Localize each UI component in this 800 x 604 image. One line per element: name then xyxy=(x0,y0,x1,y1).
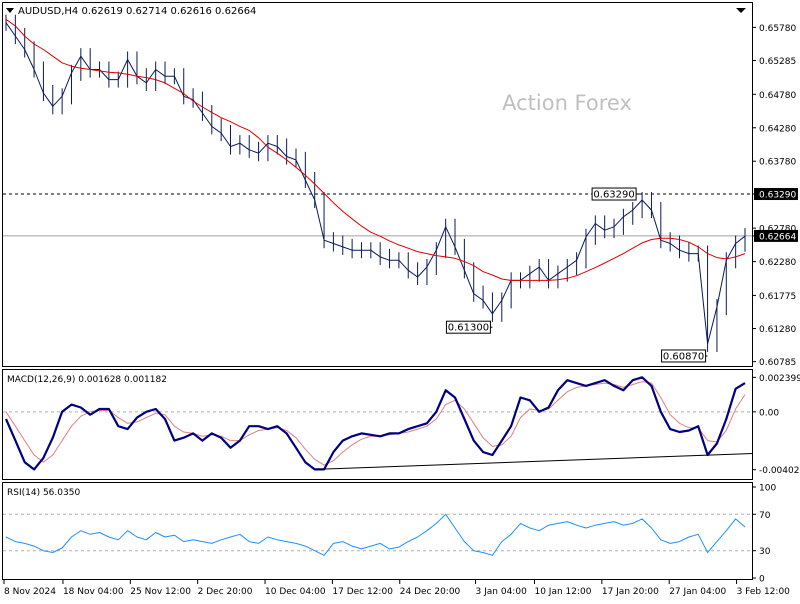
time-axis-label: 25 Nov 12:00 xyxy=(130,587,191,597)
time-axis-label: 2 Dec 20:00 xyxy=(198,587,253,597)
annotation-label: 0.61300 xyxy=(448,323,489,334)
watermark: Action Forex xyxy=(502,91,632,115)
annotation-box xyxy=(445,320,491,334)
time-axis-label: 10 Jan 12:00 xyxy=(534,587,591,597)
annotation-box xyxy=(661,349,707,363)
price-axis-highlight xyxy=(754,229,798,242)
price-axis-label: 0.62664 xyxy=(759,232,796,242)
price-bars xyxy=(5,14,746,352)
annotation-label: 0.60870 xyxy=(663,351,704,362)
time-axis-label: 27 Jan 04:00 xyxy=(669,587,726,597)
macd-trendline xyxy=(314,453,754,470)
price-panel-frame xyxy=(2,2,753,367)
time-axis-label: 17 Jan 20:00 xyxy=(602,587,659,597)
symbol-header-text: AUDUSD,H4 0.62619 0.62714 0.62616 0.6266… xyxy=(18,6,256,17)
time-axis-label: 24 Dec 20:00 xyxy=(400,587,461,597)
grid-layer xyxy=(3,193,752,552)
price-annotation: 0.63290 xyxy=(591,187,643,201)
price-axis-label: 0.63290 xyxy=(759,191,796,201)
rsi-axis-label: 100 xyxy=(759,484,776,494)
rsi-axis-label: 70 xyxy=(759,511,771,521)
macd-panel-frame xyxy=(2,369,753,480)
rsi-panel-frame xyxy=(2,482,753,580)
price-axis-label: 0.62780 xyxy=(759,225,796,235)
axis-labels-layer: 0.65780 0.65285 0.64780 0.64280 0.63780 0.632… xyxy=(3,24,800,597)
rsi-title: RSI(14) 56.0350 xyxy=(7,488,80,498)
price-annotation: 0.60870 xyxy=(661,349,708,363)
chart-corner-arrow-icon[interactable] xyxy=(736,8,746,13)
price-annotation: 0.61300 xyxy=(445,320,493,334)
price-axis-highlight xyxy=(754,188,798,201)
price-axis-label: 0.65285 xyxy=(759,57,796,67)
price-axis-label: 0.61775 xyxy=(759,292,796,302)
rsi-axis-label: 30 xyxy=(759,547,771,557)
price-axis-label: 0.60785 xyxy=(759,358,796,368)
macd-title: MACD(12,26,9) 0.001628 0.001182 xyxy=(7,375,167,385)
rsi-axis-label: 0 xyxy=(759,575,765,585)
time-axis-label: 10 Dec 04:00 xyxy=(265,587,326,597)
macd-axis-label: 0.00 xyxy=(759,408,779,418)
rsi-line xyxy=(5,513,746,556)
price-axis-label: 0.62280 xyxy=(759,258,796,268)
time-axis-label: 18 Nov 04:00 xyxy=(63,587,124,597)
price-axis-label: 0.65780 xyxy=(759,24,796,34)
price-line xyxy=(5,22,746,345)
time-axis-label: 3 Jan 04:00 xyxy=(476,587,528,597)
time-axis-label: 8 Nov 2024 xyxy=(4,587,56,597)
series-layer: 0.63290 0.61300 0.60870 xyxy=(4,14,754,556)
price-axis-label: 0.61280 xyxy=(759,325,796,335)
time-axis-label: 3 Feb 12:00 xyxy=(737,587,791,597)
annotation-label: 0.63290 xyxy=(593,190,634,201)
symbol-header: AUDUSD,H4 0.62619 0.62714 0.62616 0.6266… xyxy=(6,6,256,17)
macd-line xyxy=(4,376,746,471)
annotation-box xyxy=(591,187,637,201)
header-dropdown-icon[interactable] xyxy=(6,8,14,13)
price-axis-label: 0.63780 xyxy=(759,158,796,168)
time-axis-label: 17 Dec 12:00 xyxy=(332,587,393,597)
price-axis-label: 0.64780 xyxy=(759,91,796,101)
price-axis-label: 0.64280 xyxy=(759,124,796,134)
moving-average-line xyxy=(5,18,746,281)
macd-axis-label: 0.002399 xyxy=(759,374,800,384)
